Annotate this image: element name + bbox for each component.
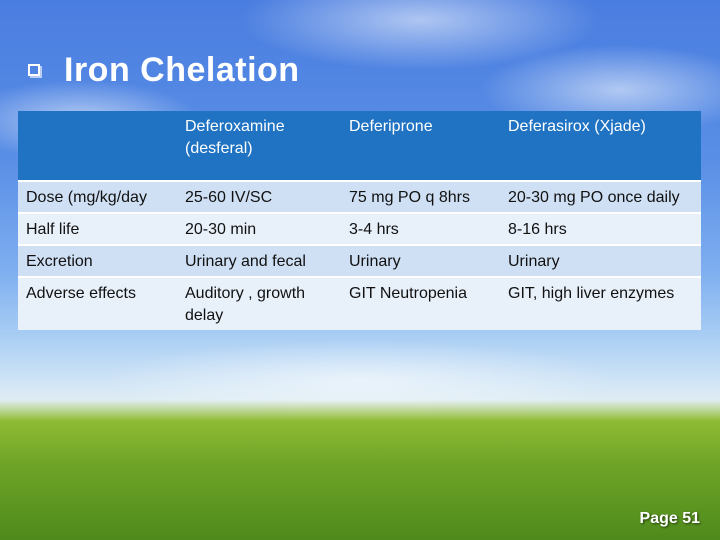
header-cell: Deferiprone (341, 111, 500, 181)
row-label-cell: Adverse effects (18, 276, 177, 330)
table-cell: GIT Neutropenia (341, 276, 500, 330)
row-label-cell: Half life (18, 212, 177, 245)
table-cell: 8-16 hrs (500, 212, 701, 245)
table-cell: 20-30 min (177, 212, 341, 245)
table-cell: Auditory , growth delay (177, 276, 341, 330)
table-row: Half life 20-30 min 3-4 hrs 8-16 hrs (18, 212, 701, 245)
header-cell: Deferoxamine (desferal) (177, 111, 341, 181)
table-header-row: Deferoxamine (desferal) Deferiprone Defe… (18, 111, 701, 181)
grass-field-background (0, 400, 720, 540)
table-row: Adverse effects Auditory , growth delay … (18, 276, 701, 330)
table-cell: 3-4 hrs (341, 212, 500, 245)
table-cell: Urinary and fecal (177, 244, 341, 277)
square-bullet-icon (28, 64, 40, 76)
table-cell: GIT, high liver enzymes (500, 276, 701, 330)
chelation-table: Deferoxamine (desferal) Deferiprone Defe… (18, 111, 701, 330)
table-cell: 75 mg PO q 8hrs (341, 180, 500, 213)
table-cell: Urinary (341, 244, 500, 277)
slide-title: Iron Chelation (64, 50, 300, 89)
table-cell: 20-30 mg PO once daily (500, 180, 701, 213)
table-row: Dose (mg/kg/day 25-60 IV/SC 75 mg PO q 8… (18, 180, 701, 213)
page-number: Page 51 (639, 510, 700, 527)
table-cell: Urinary (500, 244, 701, 277)
row-label-cell: Excretion (18, 244, 177, 277)
table-row: Excretion Urinary and fecal Urinary Urin… (18, 244, 701, 277)
title-row: Iron Chelation (28, 50, 300, 90)
header-cell (18, 111, 177, 181)
header-cell: Deferasirox (Xjade) (500, 111, 701, 181)
table-cell: 25-60 IV/SC (177, 180, 341, 213)
row-label-cell: Dose (mg/kg/day (18, 180, 177, 213)
